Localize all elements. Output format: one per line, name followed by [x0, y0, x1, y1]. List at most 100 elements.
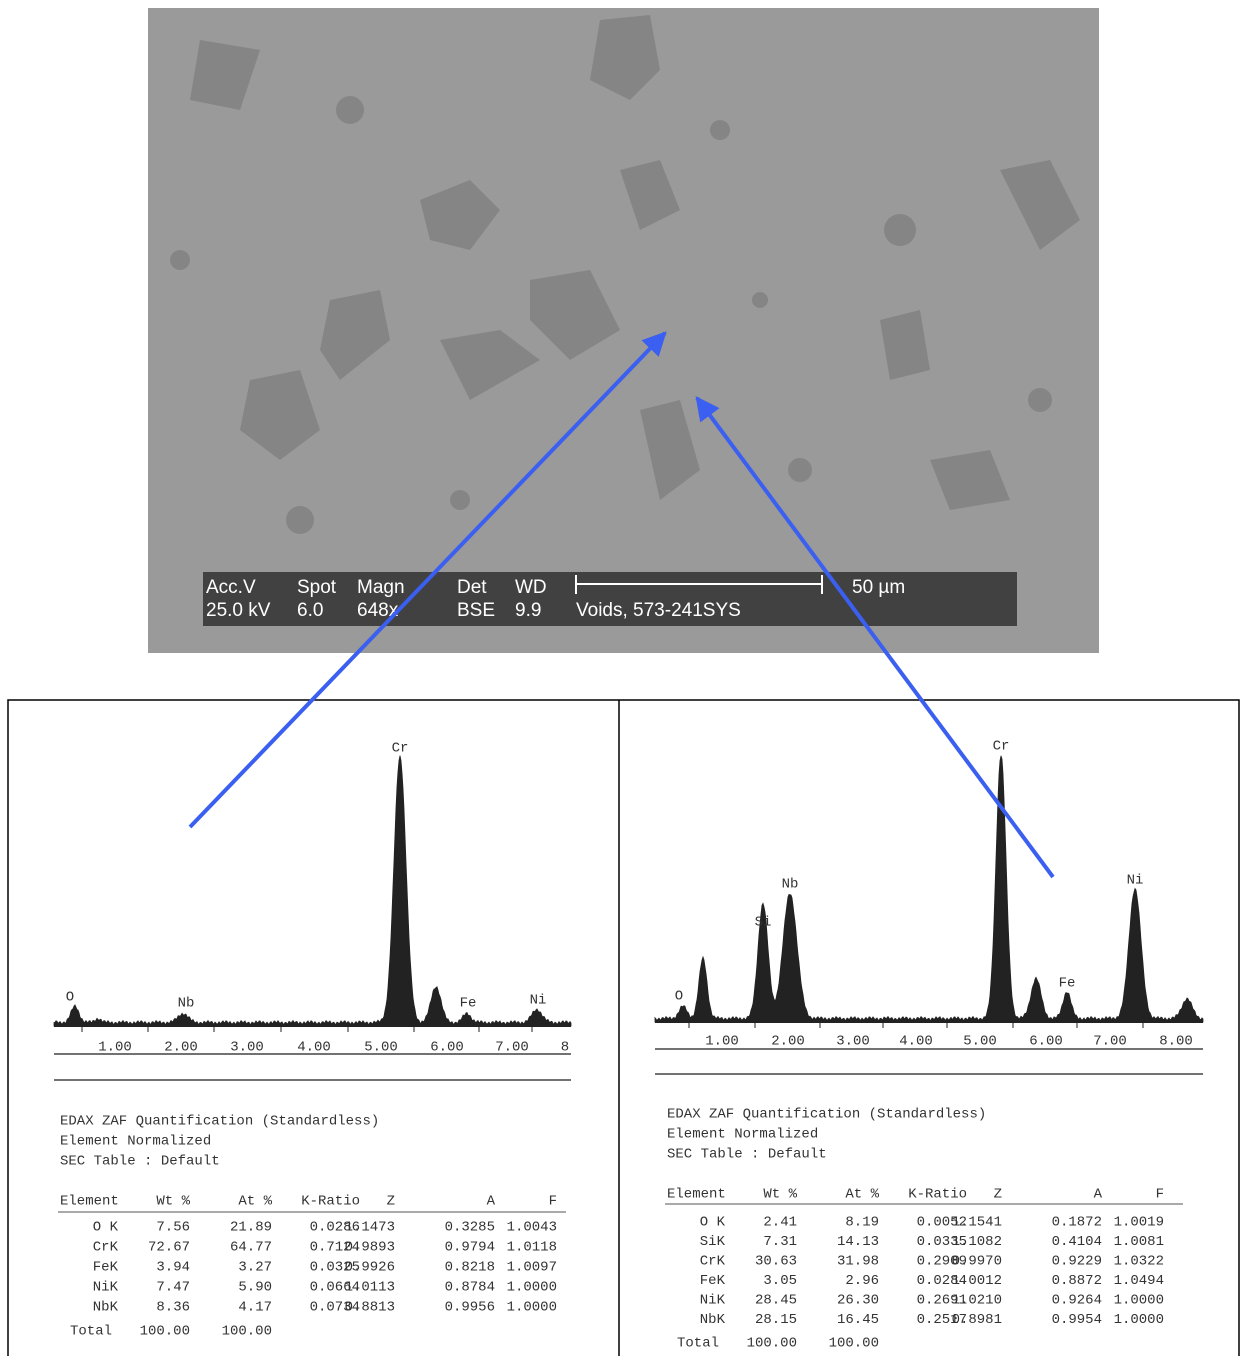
table-cell: 1.0113 — [345, 1280, 395, 1296]
table-cell: 1.0322 — [1114, 1254, 1164, 1270]
table-cell: 0.9954 — [1052, 1312, 1102, 1328]
peak-label: Fe — [1059, 976, 1076, 992]
table-cell: NbK — [700, 1312, 726, 1328]
table-total: 100.00 — [747, 1336, 797, 1352]
scale-label: 50 µm — [852, 577, 905, 598]
table-cell: 0.9893 — [345, 1240, 395, 1256]
table-cell: FeK — [700, 1273, 726, 1289]
table-header: Z — [387, 1194, 395, 1210]
table-cell: 1.0118 — [507, 1240, 557, 1256]
table-header: F — [1156, 1187, 1164, 1203]
info-value: 25.0 kV — [206, 600, 271, 621]
table-cell: 0.1872 — [1052, 1215, 1102, 1231]
axis-label: 7.00 — [1093, 1034, 1127, 1050]
table-cell: 1.0000 — [507, 1280, 557, 1296]
axis-label: 8.00 — [1159, 1034, 1193, 1050]
table-cell: 0.9264 — [1052, 1293, 1102, 1309]
table-header: Element — [667, 1187, 726, 1203]
report-line: Element Normalized — [60, 1134, 211, 1150]
table-cell: 8.36 — [156, 1300, 190, 1316]
table-cell: 72.67 — [148, 1240, 190, 1256]
axis-label: 2.00 — [771, 1034, 805, 1050]
table-cell: 0.3285 — [445, 1220, 495, 1236]
axis-label: 3.00 — [836, 1034, 870, 1050]
axis-label: 5.00 — [963, 1034, 997, 1050]
table-cell: 1.1082 — [952, 1234, 1002, 1250]
table-cell: NbK — [93, 1300, 119, 1316]
report-line: SEC Table : Default — [60, 1154, 220, 1170]
table-cell: 1.1541 — [952, 1215, 1002, 1231]
peak-label: Cr — [993, 739, 1010, 755]
table-cell: 1.1473 — [345, 1220, 395, 1236]
table-header: F — [549, 1194, 557, 1210]
info-value: 6.0 — [297, 600, 323, 621]
table-cell: 28.15 — [755, 1312, 797, 1328]
table-header: K-Ratio — [301, 1194, 360, 1210]
info-value: 9.9 — [515, 600, 541, 621]
table-cell: 1.0043 — [507, 1220, 557, 1236]
table-header: Z — [994, 1187, 1002, 1203]
sample-label: Voids, 573-241SYS — [576, 600, 741, 621]
spectrum-trace — [54, 756, 571, 1026]
table-cell: CrK — [93, 1240, 119, 1256]
peak-label: O — [675, 989, 683, 1005]
peak-label: O — [66, 990, 74, 1006]
axis-label: 4.00 — [899, 1034, 933, 1050]
table-header: K-Ratio — [908, 1187, 967, 1203]
report-line: Element Normalized — [667, 1127, 818, 1143]
table-cell: 26.30 — [837, 1293, 879, 1309]
table-cell: 0.9794 — [445, 1240, 495, 1256]
table-cell: 21.89 — [230, 1220, 272, 1236]
table-cell: 14.13 — [837, 1234, 879, 1250]
table-cell: 3.05 — [763, 1273, 797, 1289]
table-total: Total — [70, 1324, 112, 1340]
table-total: 100.00 — [222, 1324, 272, 1340]
table-header: At % — [845, 1187, 879, 1203]
peak-label: Ni — [1127, 873, 1144, 889]
info-label: Det — [457, 577, 487, 598]
table-cell: 1.0000 — [1114, 1293, 1164, 1309]
table-cell: 0.9926 — [345, 1260, 395, 1276]
table-cell: 0.8813 — [345, 1300, 395, 1316]
table-cell: 0.4104 — [1052, 1234, 1102, 1250]
table-header: A — [487, 1194, 496, 1210]
table-cell: 0.9970 — [952, 1254, 1002, 1270]
peak-label: Si — [755, 915, 772, 931]
table-cell: 1.0210 — [952, 1293, 1002, 1309]
table-cell: 0.8872 — [1052, 1273, 1102, 1289]
table-cell: 28.45 — [755, 1293, 797, 1309]
info-label: WD — [515, 577, 547, 598]
peak-label: Nb — [178, 996, 195, 1012]
axis-label: 6.00 — [1029, 1034, 1063, 1050]
peak-label: Ni — [530, 993, 547, 1009]
peak-label: Nb — [782, 877, 799, 893]
table-total: Total — [677, 1336, 719, 1352]
table-header: Element — [60, 1194, 119, 1210]
figure: Acc.V25.0 kVSpot6.0Magn648xDetBSEWD9.950… — [0, 0, 1240, 1356]
table-cell: 3.94 — [156, 1260, 190, 1276]
table-cell: O K — [93, 1220, 119, 1236]
table-header: Wt % — [156, 1194, 190, 1210]
sem-image — [148, 8, 1099, 653]
table-total: 100.00 — [140, 1324, 190, 1340]
table-cell: FeK — [93, 1260, 119, 1276]
info-value: BSE — [457, 600, 495, 621]
table-cell: 0.8784 — [445, 1280, 495, 1296]
info-label: Acc.V — [206, 577, 256, 598]
table-header: A — [1094, 1187, 1103, 1203]
table-cell: 5.90 — [238, 1280, 272, 1296]
report-line: EDAX ZAF Quantification (Standardless) — [667, 1107, 986, 1123]
table-cell: CrK — [700, 1254, 726, 1270]
table-total: 100.00 — [829, 1336, 879, 1352]
table-cell: 8.19 — [845, 1215, 879, 1231]
table-cell: NiK — [700, 1293, 726, 1309]
info-label: Spot — [297, 577, 337, 598]
table-cell: 2.96 — [845, 1273, 879, 1289]
table-cell: 0.9956 — [445, 1300, 495, 1316]
table-cell: 16.45 — [837, 1312, 879, 1328]
table-cell: 64.77 — [230, 1240, 272, 1256]
table-cell: 1.0494 — [1114, 1273, 1164, 1289]
table-cell: 7.56 — [156, 1220, 190, 1236]
table-cell: 7.47 — [156, 1280, 190, 1296]
content: Acc.V25.0 kVSpot6.0Magn648xDetBSEWD9.950… — [54, 577, 1203, 1352]
